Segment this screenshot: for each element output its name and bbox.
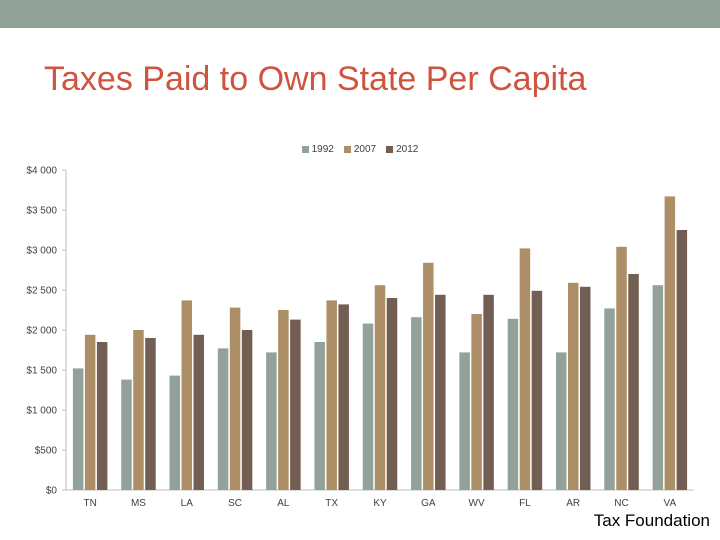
- bar-1992-AL: [266, 352, 277, 490]
- bar-1992-KY: [362, 323, 374, 490]
- bar-2012-GA: [435, 294, 446, 490]
- legend-label-2012: 2012: [396, 143, 419, 155]
- bar-2007-LA: [181, 300, 193, 490]
- x-tick-label: WV: [469, 498, 485, 509]
- bar-2007-AR: [567, 282, 579, 490]
- y-tick-label: $4 000: [26, 166, 57, 177]
- legend-item-2007: 2007: [343, 143, 377, 155]
- legend-item-1992: 1992: [301, 143, 334, 155]
- y-tick-label: $1 500: [26, 366, 57, 377]
- y-tick-label: $3 500: [26, 206, 57, 217]
- bar-2012-TN: [96, 342, 108, 490]
- bar-2012-NC: [628, 274, 639, 490]
- x-tick-label: AL: [277, 498, 290, 509]
- x-tick-label: KY: [373, 498, 387, 509]
- bar-1992-LA: [169, 375, 181, 490]
- source-credit: Tax Foundation: [593, 511, 710, 530]
- y-tick-label: $2 500: [26, 286, 57, 297]
- bar-2012-FL: [531, 290, 543, 490]
- slide-title: Taxes Paid to Own State Per Capita: [44, 60, 587, 98]
- y-tick-label: $0: [46, 486, 58, 497]
- bar-1992-TX: [314, 342, 325, 490]
- x-tick-label: MS: [131, 498, 146, 509]
- bar-2007-GA: [423, 262, 434, 490]
- legend-item-2012: 2012: [386, 144, 418, 155]
- bar-1992-SC: [217, 348, 229, 490]
- bar-2012-KY: [386, 298, 398, 490]
- bar-2007-VA: [664, 196, 676, 490]
- bar-2012-MS: [145, 338, 156, 490]
- x-tick-label: SC: [228, 498, 242, 509]
- x-tick-label: TN: [83, 498, 96, 509]
- bar-1992-NC: [604, 308, 615, 490]
- legend-label-2007: 2007: [353, 143, 377, 155]
- bar-2007-TX: [326, 300, 337, 490]
- bar-1992-VA: [652, 285, 664, 490]
- x-tick-label: FL: [519, 498, 531, 509]
- x-tick-label: VA: [664, 498, 677, 509]
- x-tick-label: AR: [566, 498, 580, 509]
- bar-2012-AL: [290, 319, 301, 490]
- bar-2007-WV: [471, 314, 482, 490]
- bar-2012-LA: [193, 334, 205, 490]
- top-band: [0, 0, 720, 28]
- legend-swatch-2012: [386, 145, 394, 153]
- bar-1992-WV: [459, 352, 470, 490]
- y-tick-label: $3 000: [26, 246, 57, 257]
- bar-2012-VA: [676, 230, 688, 490]
- x-tick-label: TX: [325, 498, 338, 509]
- legend-label-1992: 1992: [311, 143, 334, 155]
- bar-1992-AR: [555, 352, 567, 490]
- bar-1992-MS: [121, 379, 132, 490]
- legend-swatch-2007: [343, 145, 351, 153]
- bar-2007-NC: [616, 246, 627, 490]
- bar-1992-GA: [411, 317, 422, 490]
- bar-2012-AR: [579, 286, 591, 490]
- bar-1992-FL: [507, 318, 519, 490]
- x-tick-label: NC: [614, 498, 628, 509]
- y-tick-label: $2 000: [26, 326, 57, 337]
- legend-swatch-1992: [301, 145, 309, 153]
- bar-2007-AL: [278, 310, 289, 490]
- x-tick-label: GA: [421, 498, 436, 509]
- bar-2007-FL: [519, 248, 531, 490]
- y-tick-label: $500: [35, 446, 58, 457]
- bar-2007-KY: [374, 285, 386, 490]
- bar-2012-SC: [241, 330, 253, 490]
- bar-2007-SC: [229, 307, 241, 490]
- y-tick-label: $1 000: [26, 406, 57, 417]
- x-tick-label: LA: [181, 498, 194, 509]
- bar-2007-MS: [133, 330, 144, 490]
- bar-1992-TN: [72, 368, 84, 490]
- bar-2007-TN: [84, 334, 96, 490]
- chart-legend: 1992 2007 2012: [0, 142, 720, 156]
- bar-2012-WV: [483, 294, 494, 490]
- bar-2012-TX: [338, 304, 349, 490]
